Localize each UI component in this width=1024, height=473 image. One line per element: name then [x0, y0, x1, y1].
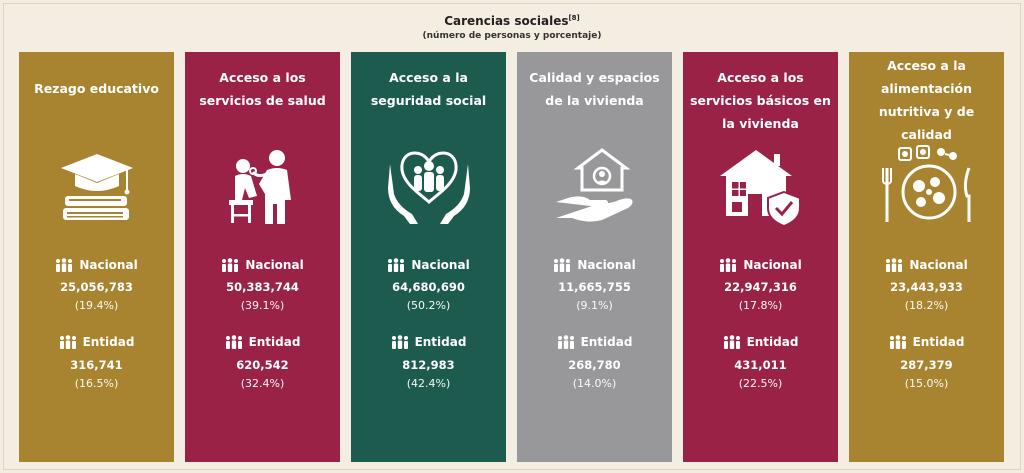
people-icon [388, 258, 405, 272]
people-icon [886, 258, 903, 272]
nacional-pct: (17.8%) [738, 299, 783, 312]
card-title: Acceso a la seguridad social [370, 70, 487, 108]
card-title: Acceso a los servicios básicos en la viv… [690, 70, 831, 131]
graduation-cap-books-icon [19, 140, 174, 232]
people-icon [391, 335, 408, 349]
nacional-pct: (50.2%) [406, 299, 451, 312]
people-icon [56, 258, 73, 272]
people-icon [222, 258, 239, 272]
nacional-value: 50,383,744 [226, 280, 299, 294]
family-heart-hands-icon [351, 140, 506, 232]
entidad-label: Entidad [19, 335, 174, 349]
entidad-pct: (14.0%) [572, 377, 617, 390]
entidad-pct: (32.4%) [240, 377, 285, 390]
nacional-value: 23,443,933 [890, 280, 963, 294]
house-hand-icon [517, 140, 672, 232]
card-title: Acceso a los servicios de salud [199, 70, 326, 108]
footnote-ref: [8] [568, 14, 580, 22]
nacional-pct: (18.2%) [904, 299, 949, 312]
entidad-label: Entidad [849, 335, 1004, 349]
card-calidad-vivienda: Calidad y espacios de la vivienda Nacion… [517, 52, 672, 462]
nacional-label: Nacional [185, 258, 340, 272]
page-title: Carencias sociales[8] [444, 14, 580, 28]
nacional-pct: (39.1%) [240, 299, 285, 312]
card-title: Calidad y espacios de la vivienda [529, 70, 660, 108]
entidad-pct: (42.4%) [406, 377, 451, 390]
nacional-value: 25,056,783 [60, 280, 133, 294]
nacional-label: Nacional [683, 258, 838, 272]
doctor-patient-icon [185, 140, 340, 232]
people-icon [59, 335, 76, 349]
entidad-value: 287,379 [900, 358, 953, 372]
nacional-label: Nacional [517, 258, 672, 272]
nacional-value: 64,680,690 [392, 280, 465, 294]
entidad-pct: (16.5%) [74, 377, 119, 390]
house-shield-icon [683, 140, 838, 232]
nacional-pct: (9.1%) [576, 299, 613, 312]
people-icon [554, 258, 571, 272]
people-icon [225, 335, 242, 349]
food-plate-icon [849, 140, 1004, 232]
nacional-pct: (19.4%) [74, 299, 119, 312]
entidad-pct: (15.0%) [904, 377, 949, 390]
entidad-label: Entidad [683, 335, 838, 349]
card-rezago-educativo: Rezago educativo Nacional 25,056,783 (19… [19, 52, 174, 462]
entidad-value: 316,741 [70, 358, 123, 372]
card-title: Acceso a la alimentación nutritiva y de … [878, 58, 975, 142]
entidad-value: 812,983 [402, 358, 455, 372]
people-icon [723, 335, 740, 349]
page-subtitle: (número de personas y porcentaje) [422, 31, 602, 41]
entidad-label: Entidad [351, 335, 506, 349]
people-icon [889, 335, 906, 349]
card-servicios-basicos: Acceso a los servicios básicos en la viv… [683, 52, 838, 462]
entidad-pct: (22.5%) [738, 377, 783, 390]
cards-container: Rezago educativo Nacional 25,056,783 (19… [19, 52, 1005, 462]
card-title: Rezago educativo [34, 81, 159, 96]
nacional-label: Nacional [849, 258, 1004, 272]
entidad-label: Entidad [185, 335, 340, 349]
people-icon [557, 335, 574, 349]
entidad-value: 268,780 [568, 358, 621, 372]
entidad-value: 431,011 [734, 358, 787, 372]
nacional-label: Nacional [351, 258, 506, 272]
card-seguridad-social: Acceso a la seguridad social Nacional 64… [351, 52, 506, 462]
entidad-value: 620,542 [236, 358, 289, 372]
card-alimentacion: Acceso a la alimentación nutritiva y de … [849, 52, 1004, 462]
people-icon [720, 258, 737, 272]
entidad-label: Entidad [517, 335, 672, 349]
header: Carencias sociales[8] (número de persona… [0, 10, 1024, 41]
card-servicios-salud: Acceso a los servicios de salud Nacional… [185, 52, 340, 462]
nacional-value: 11,665,755 [558, 280, 631, 294]
nacional-label: Nacional [19, 258, 174, 272]
nacional-value: 22,947,316 [724, 280, 797, 294]
